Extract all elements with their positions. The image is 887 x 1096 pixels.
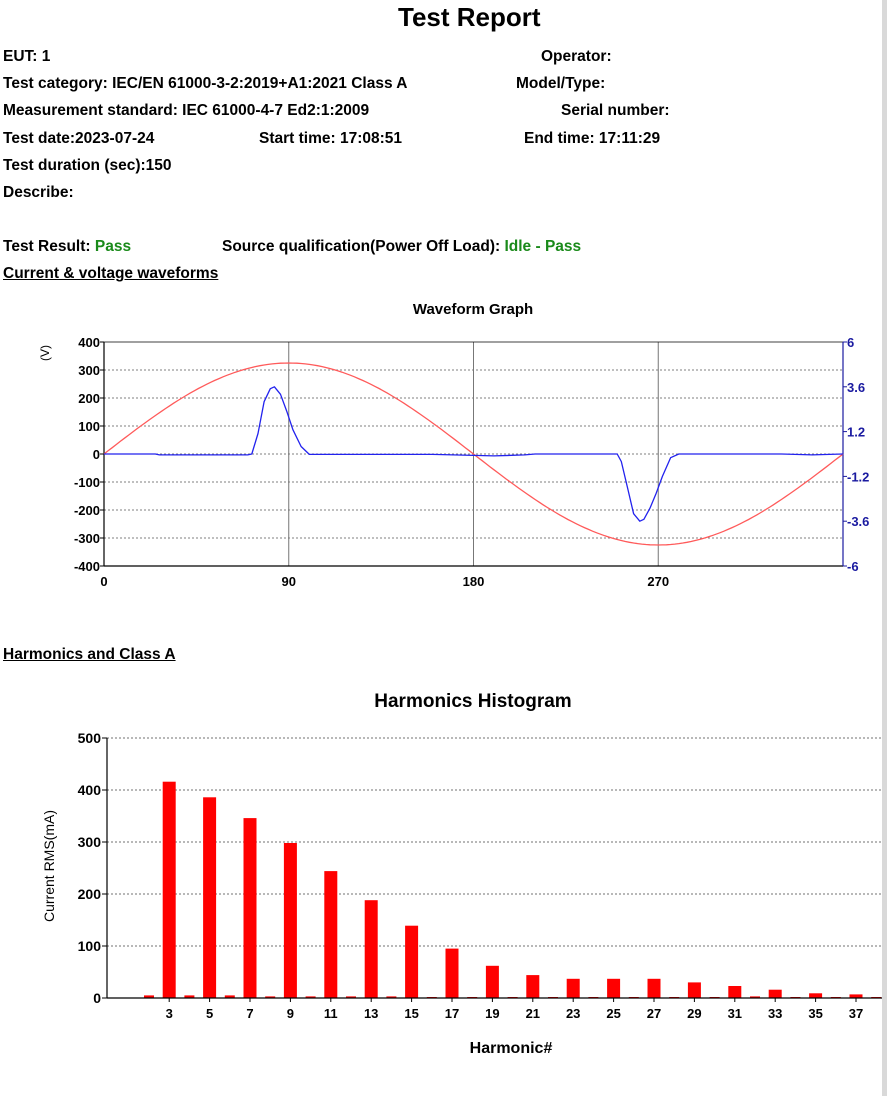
- test-date: Test date:2023-07-24: [3, 130, 155, 147]
- harmonic-bar: [566, 978, 580, 998]
- harmonics-x-tick-label: 23: [566, 1006, 580, 1021]
- harmonics-x-tick-label: 3: [166, 1006, 173, 1021]
- waveform-graph-title: Waveform Graph: [413, 301, 533, 318]
- harmonic-bar: [809, 993, 823, 998]
- waveform-y-tick-label: 300: [78, 363, 100, 378]
- harmonic-bar: [607, 978, 621, 998]
- describe-label: Describe:: [3, 184, 74, 201]
- end-time: End time: 17:11:29: [524, 130, 661, 147]
- harmonic-bar: [243, 818, 257, 998]
- harmonic-bar: [750, 996, 760, 998]
- waveform-x-tick-label: 180: [463, 574, 485, 589]
- harmonics-x-tick-label: 31: [728, 1006, 742, 1021]
- harmonic-bar: [386, 996, 397, 998]
- harmonic-bar: [346, 996, 356, 998]
- harmonic-bar: [203, 797, 217, 998]
- waveform-y-tick-label: -100: [74, 475, 100, 490]
- waveform-y-tick-label: 200: [78, 391, 100, 406]
- test-result: Test Result: Pass: [3, 238, 131, 256]
- harmonics-x-tick-label: 25: [606, 1006, 620, 1021]
- harmonics-x-tick-label: 35: [808, 1006, 822, 1021]
- waveform-x-tick-label: 90: [282, 574, 296, 589]
- test-result-value: Pass: [94, 238, 132, 255]
- waveform-x-tick-label: 270: [647, 574, 669, 589]
- harmonics-y-tick-label: 200: [78, 886, 102, 902]
- test-category: Test category: IEC/EN 61000-3-2:2019+A1:…: [3, 75, 408, 92]
- eut-label: EUT: 1: [3, 48, 51, 65]
- harmonics-y-tick-label: 300: [78, 834, 102, 850]
- measurement-standard: Measurement standard: IEC 61000-4-7 Ed2:…: [3, 102, 370, 119]
- test-duration: Test duration (sec):150: [3, 157, 172, 174]
- waveforms-section-heading: Current & voltage waveforms: [3, 265, 219, 282]
- harmonics-x-tick-label: 9: [287, 1006, 294, 1021]
- waveform-y2-tick-label: -1.2: [847, 469, 869, 484]
- harmonic-bar: [364, 900, 378, 998]
- harmonics-x-tick-label: 19: [485, 1006, 499, 1021]
- harmonic-bar: [184, 995, 195, 998]
- voltage-series-line: [103, 362, 844, 546]
- waveform-y2-tick-label: -6: [847, 559, 859, 574]
- harmonic-bar: [405, 925, 419, 998]
- waveform-y-tick-label: 0: [93, 447, 100, 462]
- page-title: Test Report: [398, 2, 541, 32]
- harmonic-bar: [224, 995, 235, 998]
- harmonic-bar: [305, 996, 316, 998]
- harmonics-x-tick-label: 7: [246, 1006, 253, 1021]
- harmonics-x-tick-label: 29: [687, 1006, 701, 1021]
- harmonic-bar: [485, 965, 499, 998]
- harmonics-x-tick-label: 17: [445, 1006, 459, 1021]
- harmonics-histogram-title: Harmonics Histogram: [374, 691, 571, 712]
- waveform-y-axis-label: (V): [38, 345, 52, 361]
- model-type-label: Model/Type:: [516, 75, 606, 92]
- source-qualification: Source qualification(Power Off Load): Id…: [222, 238, 581, 256]
- harmonic-bar: [526, 975, 540, 998]
- waveform-y2-tick-label: 3.6: [847, 380, 865, 395]
- harmonic-bar: [849, 994, 863, 998]
- harmonics-x-axis-label: Harmonic#: [470, 1040, 553, 1057]
- harmonics-y-tick-label: 400: [78, 782, 102, 798]
- harmonic-bar: [265, 996, 276, 998]
- test-result-label: Test Result:: [3, 238, 95, 255]
- harmonic-bar: [768, 989, 782, 998]
- harmonic-bar: [283, 843, 297, 998]
- waveform-y-tick-label: 400: [78, 335, 100, 350]
- harmonics-histogram: Harmonics Histogram Harmonic# Current RM…: [41, 691, 882, 1057]
- harmonics-section-heading: Harmonics and Class A: [3, 646, 176, 663]
- waveform-y2-tick-label: -3.6: [847, 514, 869, 529]
- harmonics-x-tick-label: 5: [206, 1006, 213, 1021]
- current-series-line: [104, 386, 844, 522]
- source-qualification-value: Idle - Pass: [504, 238, 582, 255]
- harmonic-bar: [144, 995, 154, 998]
- harmonic-bar: [728, 986, 742, 998]
- harmonics-x-tick-label: 27: [647, 1006, 661, 1021]
- harmonic-bar: [162, 781, 176, 998]
- harmonic-bar: [445, 948, 459, 998]
- harmonics-x-tick-label: 15: [404, 1006, 418, 1021]
- start-time: Start time: 17:08:51: [259, 130, 403, 147]
- waveform-y2-tick-label: 1.2: [847, 425, 865, 440]
- waveform-x-tick-label: 0: [100, 574, 107, 589]
- harmonic-bar: [324, 871, 338, 998]
- waveform-y-tick-label: -400: [74, 559, 100, 574]
- harmonic-bar: [647, 978, 661, 998]
- harmonics-x-tick-label: 33: [768, 1006, 782, 1021]
- harmonics-y-tick-label: 100: [78, 938, 102, 954]
- harmonic-bar: [687, 982, 701, 998]
- harmonics-x-tick-label: 11: [324, 1006, 338, 1021]
- harmonics-x-tick-label: 37: [849, 1006, 863, 1021]
- harmonics-y-tick-label: 0: [93, 990, 101, 1006]
- operator-label: Operator:: [541, 48, 612, 65]
- waveform-y-tick-label: -300: [74, 531, 100, 546]
- waveform-y-tick-label: 100: [78, 419, 100, 434]
- harmonics-y-axis-label: Current RMS(mA): [41, 810, 57, 922]
- serial-number-label: Serial number:: [561, 102, 670, 119]
- source-qualification-label: Source qualification(Power Off Load):: [222, 238, 505, 255]
- waveform-y-tick-label: -200: [74, 503, 100, 518]
- harmonics-x-tick-label: 13: [364, 1006, 378, 1021]
- waveform-y2-tick-label: 6: [847, 335, 854, 350]
- harmonics-y-tick-label: 500: [78, 730, 102, 746]
- waveform-graph: Waveform Graph (V) 400 300 200 100 0 -100 -200…: [38, 301, 869, 589]
- page-edge-scrollbar: [882, 0, 887, 1096]
- harmonics-x-tick-label: 21: [526, 1006, 540, 1021]
